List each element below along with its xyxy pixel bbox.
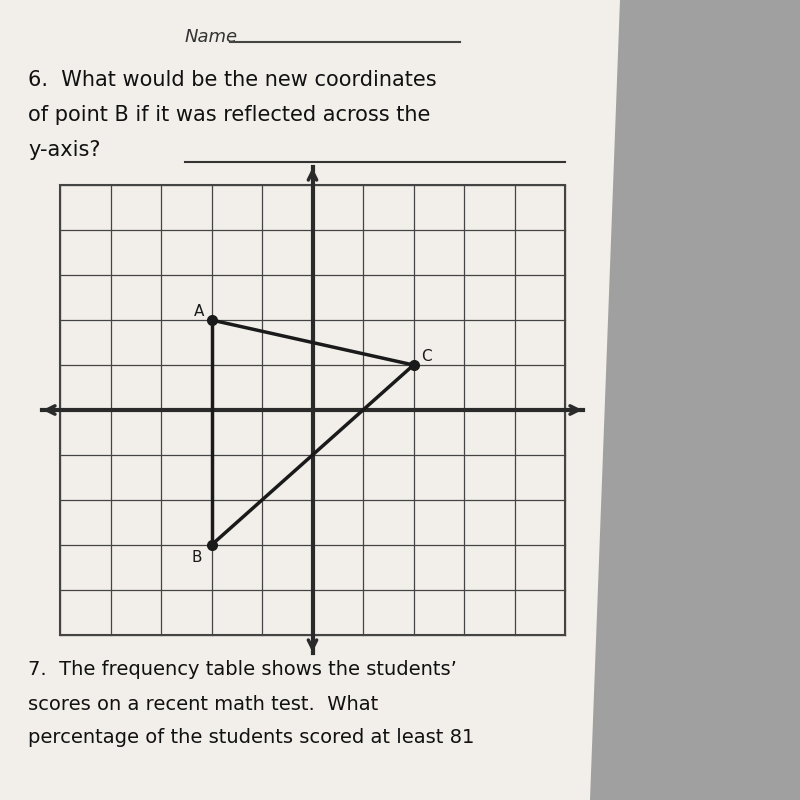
Text: percentage of the students scored at least 81: percentage of the students scored at lea… bbox=[28, 728, 474, 747]
Text: A: A bbox=[194, 304, 204, 319]
Bar bbox=[60, 185, 565, 635]
Text: scores on a recent math test.  What: scores on a recent math test. What bbox=[28, 695, 378, 714]
Polygon shape bbox=[0, 0, 620, 800]
Text: C: C bbox=[422, 349, 432, 364]
Text: 6.  What would be the new coordinates: 6. What would be the new coordinates bbox=[28, 70, 437, 90]
Text: B: B bbox=[191, 550, 202, 565]
Text: Name: Name bbox=[185, 28, 238, 46]
Text: 7.  The frequency table shows the students’: 7. The frequency table shows the student… bbox=[28, 660, 457, 679]
Text: of point B if it was reflected across the: of point B if it was reflected across th… bbox=[28, 105, 430, 125]
Text: y-axis?: y-axis? bbox=[28, 140, 101, 160]
